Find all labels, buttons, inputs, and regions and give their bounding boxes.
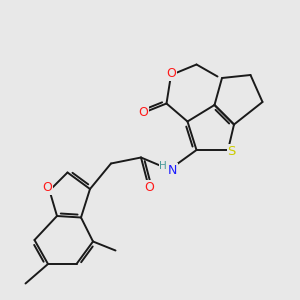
Text: O: O <box>144 181 154 194</box>
Text: N: N <box>168 164 177 177</box>
Text: O: O <box>42 181 52 194</box>
Text: S: S <box>227 145 236 158</box>
Text: O: O <box>139 106 148 119</box>
Text: H: H <box>159 161 167 171</box>
Text: O: O <box>167 67 176 80</box>
